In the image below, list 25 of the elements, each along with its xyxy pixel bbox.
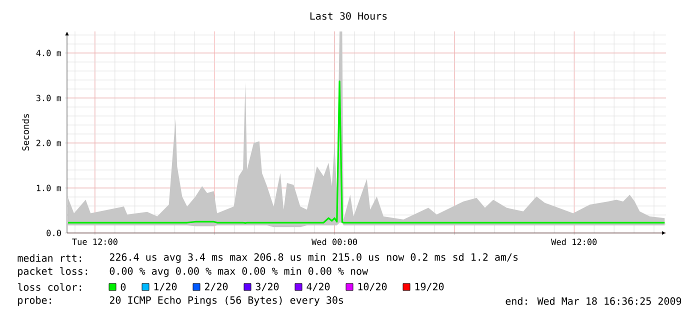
text: 226.4 us avg 3.4 ms max 206.8 us min 215.0 us now 0.2 ms sd 1.2 am/s: [110, 253, 518, 263]
text: probe:: [18, 296, 51, 306]
legend-label: 3/20: [256, 282, 279, 292]
legend-label: 0: [120, 283, 126, 291]
chart-title: Last 30 Hours: [310, 12, 387, 20]
text: 20 ICMP Echo Pings (56 Bytes) every 30s: [110, 296, 343, 306]
x-tick-label: Tue 12:00: [72, 238, 118, 245]
y-tick-label: 4.0 m: [36, 50, 62, 56]
x-tick-label: Wed 12:00: [551, 238, 597, 246]
legend-label: 1/20: [154, 282, 177, 292]
legend-title: loss color:: [18, 283, 82, 291]
text: packet loss:: [18, 267, 88, 277]
y-tick-label: 2.0 m: [36, 140, 62, 146]
text: end: Wed Mar 18 16:36:25 2009: [506, 297, 682, 305]
text: median rtt:: [18, 254, 82, 262]
legend-label: 19/20: [415, 282, 444, 292]
y-tick-label: 3.0 m: [36, 94, 62, 102]
x-tick-label: Wed 00:00: [312, 238, 358, 246]
legend-label: 2/20: [204, 282, 228, 292]
y-tick-label: 1.0 m: [36, 184, 62, 192]
text: 0.00 % avg 0.00 % max 0.00 % min 0.00 % now: [110, 267, 368, 277]
legend-label: 10/20: [358, 282, 387, 292]
y-tick-label: 0.0: [46, 230, 61, 236]
y-axis-title: Seconds: [22, 114, 30, 151]
legend-label: 4/20: [306, 282, 330, 292]
